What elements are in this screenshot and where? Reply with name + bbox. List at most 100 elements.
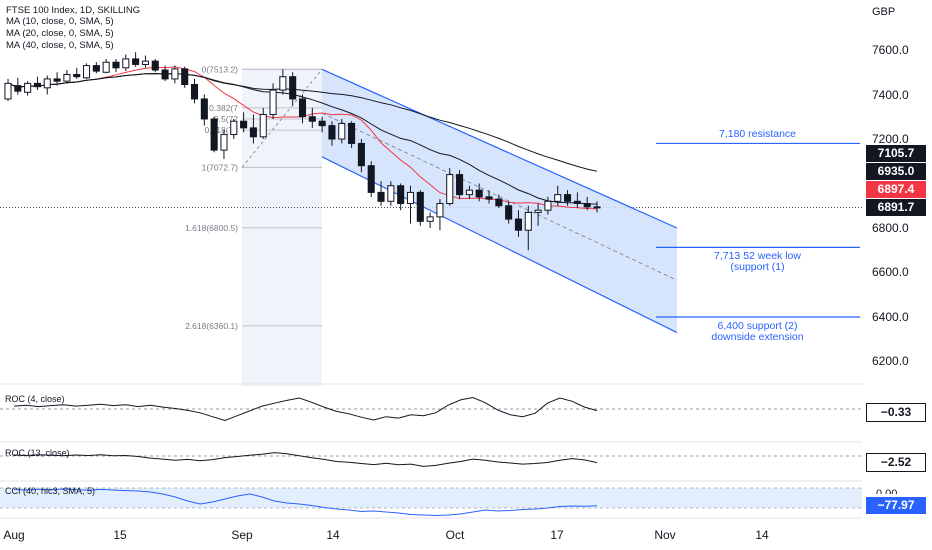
support1-annotation-line2: (support (1): [730, 261, 785, 273]
price-tag-high: 7105.7: [866, 145, 926, 162]
support1-annotation-line1: 7,713 52 week low: [714, 250, 801, 262]
candle-body: [397, 185, 405, 205]
legend-ma40[interactable]: MA (40, close, 0, SMA, 5): [6, 40, 114, 51]
indicator-panes: [0, 383, 862, 519]
candle-body: [112, 61, 120, 69]
cci-value: −77.97: [866, 497, 926, 514]
roc13-legend[interactable]: ROC (13, close): [5, 448, 70, 458]
fibonacci-extension: 0(7513.2) 0.382(70.5(720.618(72 1(7072.7) 1…: [185, 64, 323, 331]
candle-body: [289, 76, 297, 100]
candle-body: [171, 68, 179, 80]
candle-body: [583, 203, 591, 208]
candle-body: [122, 58, 130, 69]
candle-body: [357, 142, 365, 167]
candle-body: [514, 218, 523, 231]
fib-level-label: 1.618(6800.5): [185, 223, 238, 233]
candle-body: [73, 73, 81, 78]
candle-body: [426, 216, 434, 222]
candle-body: [534, 209, 542, 213]
cci-band: [0, 488, 862, 508]
x-tick-label: 15: [113, 528, 127, 542]
fib-shaded-region: [242, 68, 322, 386]
y-tick-label: 7600.0: [872, 43, 909, 57]
y-tick-label: 7200.0: [872, 132, 909, 146]
roc4-line: [13, 396, 598, 422]
candle-body: [298, 98, 307, 118]
candle-body: [328, 125, 336, 140]
cci-line: [13, 488, 598, 517]
fib-level-label: 1(7072.7): [202, 162, 239, 172]
price-tag-ma: 6935.0: [866, 163, 926, 180]
legend-ma10[interactable]: MA (10, close, 0, SMA, 5): [6, 16, 114, 27]
y-tick-label: 6200.0: [872, 354, 909, 368]
candle-body: [505, 205, 513, 220]
x-tick-label: 14: [755, 528, 769, 542]
roc13-value: −2.52: [866, 453, 926, 472]
candle-body: [564, 194, 572, 202]
price-tag-ma10: 6897.4: [866, 181, 926, 198]
candle-body: [200, 98, 208, 120]
candle-body: [377, 191, 385, 202]
legend-ma20[interactable]: MA (20, close, 0, SMA, 5): [6, 28, 114, 39]
candle-body: [465, 189, 473, 196]
fib-level-label: 0.618(72: [204, 125, 238, 135]
candle-body: [524, 211, 532, 231]
candle-body: [259, 114, 267, 138]
x-tick-label: 17: [550, 528, 564, 542]
candle-body: [4, 82, 12, 100]
candle-body: [456, 174, 464, 196]
candle-body: [210, 118, 218, 151]
candle-body: [436, 203, 444, 218]
background-layer: [242, 68, 322, 386]
candle-body: [554, 194, 562, 202]
candle-body: [102, 61, 110, 73]
x-tick-label: Aug: [3, 528, 25, 542]
candle-body: [573, 200, 581, 205]
candle-body: [161, 69, 169, 80]
price-tag-last: 6891.7: [866, 199, 926, 216]
y-tick-label: 6600.0: [872, 265, 909, 279]
candle-body: [338, 122, 346, 140]
cci-legend[interactable]: CCI (40, hlc3, SMA, 5): [5, 486, 96, 496]
support-resistance-levels: [656, 142, 860, 318]
x-tick-label: Sep: [231, 528, 253, 542]
candle-body: [544, 200, 552, 211]
roc4-value: −0.33: [866, 403, 926, 422]
candle-body: [220, 134, 228, 151]
candle-body: [82, 65, 91, 79]
currency-label: GBP: [872, 6, 896, 18]
roc4-legend[interactable]: ROC (4, close): [5, 394, 65, 404]
candle-body: [181, 68, 189, 85]
candle-body: [63, 73, 71, 82]
fib-level-label: 0.382(7: [209, 103, 238, 113]
candle-body: [132, 58, 140, 65]
y-tick-label: 6800.0: [872, 221, 909, 235]
candle-body: [24, 82, 32, 93]
y-tick-label: 7400.0: [872, 88, 909, 102]
candle-body: [318, 120, 326, 127]
candle-body: [53, 78, 61, 82]
candle-body: [249, 127, 257, 138]
x-tick-label: 14: [326, 528, 340, 542]
candle-body: [387, 185, 395, 202]
candle-body: [348, 122, 356, 144]
candle-body: [406, 191, 415, 205]
candle-body: [495, 198, 503, 207]
resistance-annotation: 7,180 resistance: [718, 128, 797, 140]
channel-mid-line: [321, 112, 678, 281]
support2-annotation-line2: downside extension: [711, 331, 804, 343]
candle-body: [269, 89, 277, 116]
candle-body: [446, 174, 454, 205]
candle-body: [141, 60, 149, 65]
candle-body: [14, 85, 22, 92]
candle-body: [593, 206, 601, 209]
roc13-line: [13, 452, 598, 467]
candle-body: [308, 116, 316, 122]
support2-annotation-line1: 6,400 support (2): [717, 320, 798, 332]
x-tick-label: Oct: [445, 528, 465, 542]
candle-body: [230, 120, 238, 136]
y-tick-label: 6400.0: [872, 310, 909, 324]
candle-body: [33, 82, 41, 88]
candle-body: [151, 60, 159, 71]
